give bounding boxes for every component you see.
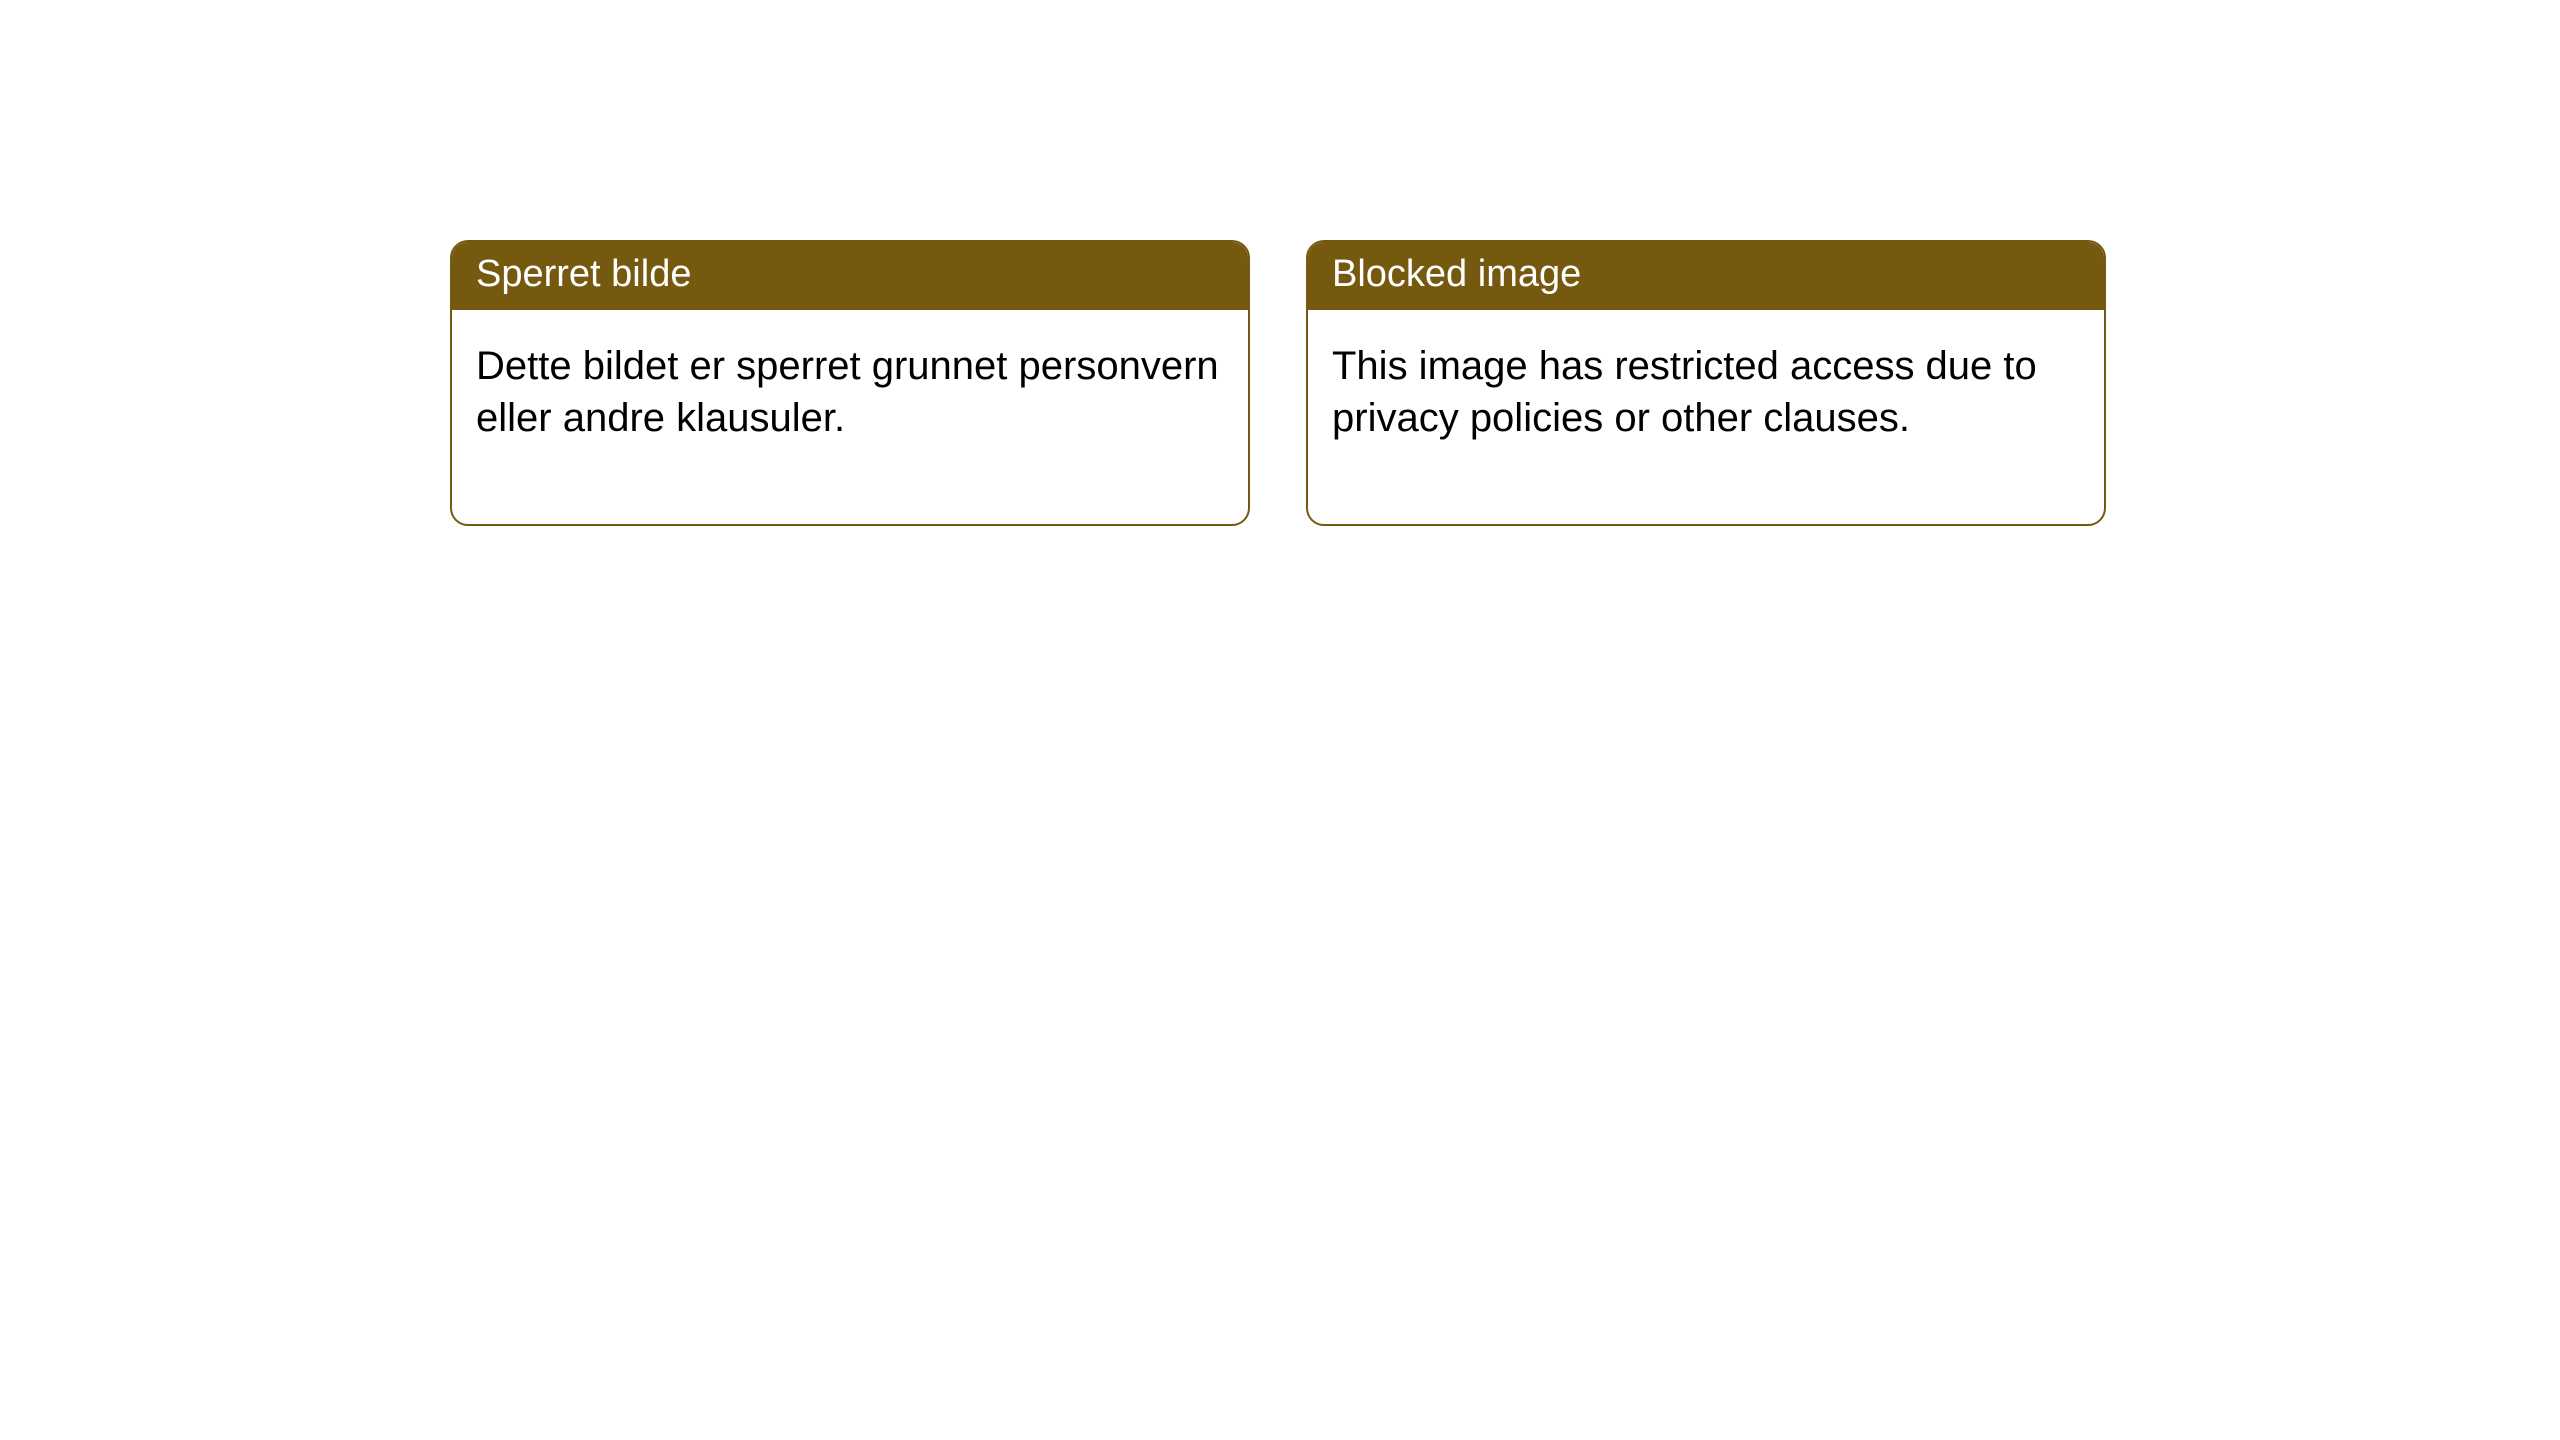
notice-card-english: Blocked image This image has restricted …	[1306, 240, 2106, 526]
notice-card-norwegian: Sperret bilde Dette bildet er sperret gr…	[450, 240, 1250, 526]
notice-container: Sperret bilde Dette bildet er sperret gr…	[450, 240, 2106, 526]
notice-card-body: This image has restricted access due to …	[1308, 310, 2104, 524]
notice-card-title: Blocked image	[1308, 242, 2104, 310]
notice-card-title: Sperret bilde	[452, 242, 1248, 310]
notice-card-body: Dette bildet er sperret grunnet personve…	[452, 310, 1248, 524]
